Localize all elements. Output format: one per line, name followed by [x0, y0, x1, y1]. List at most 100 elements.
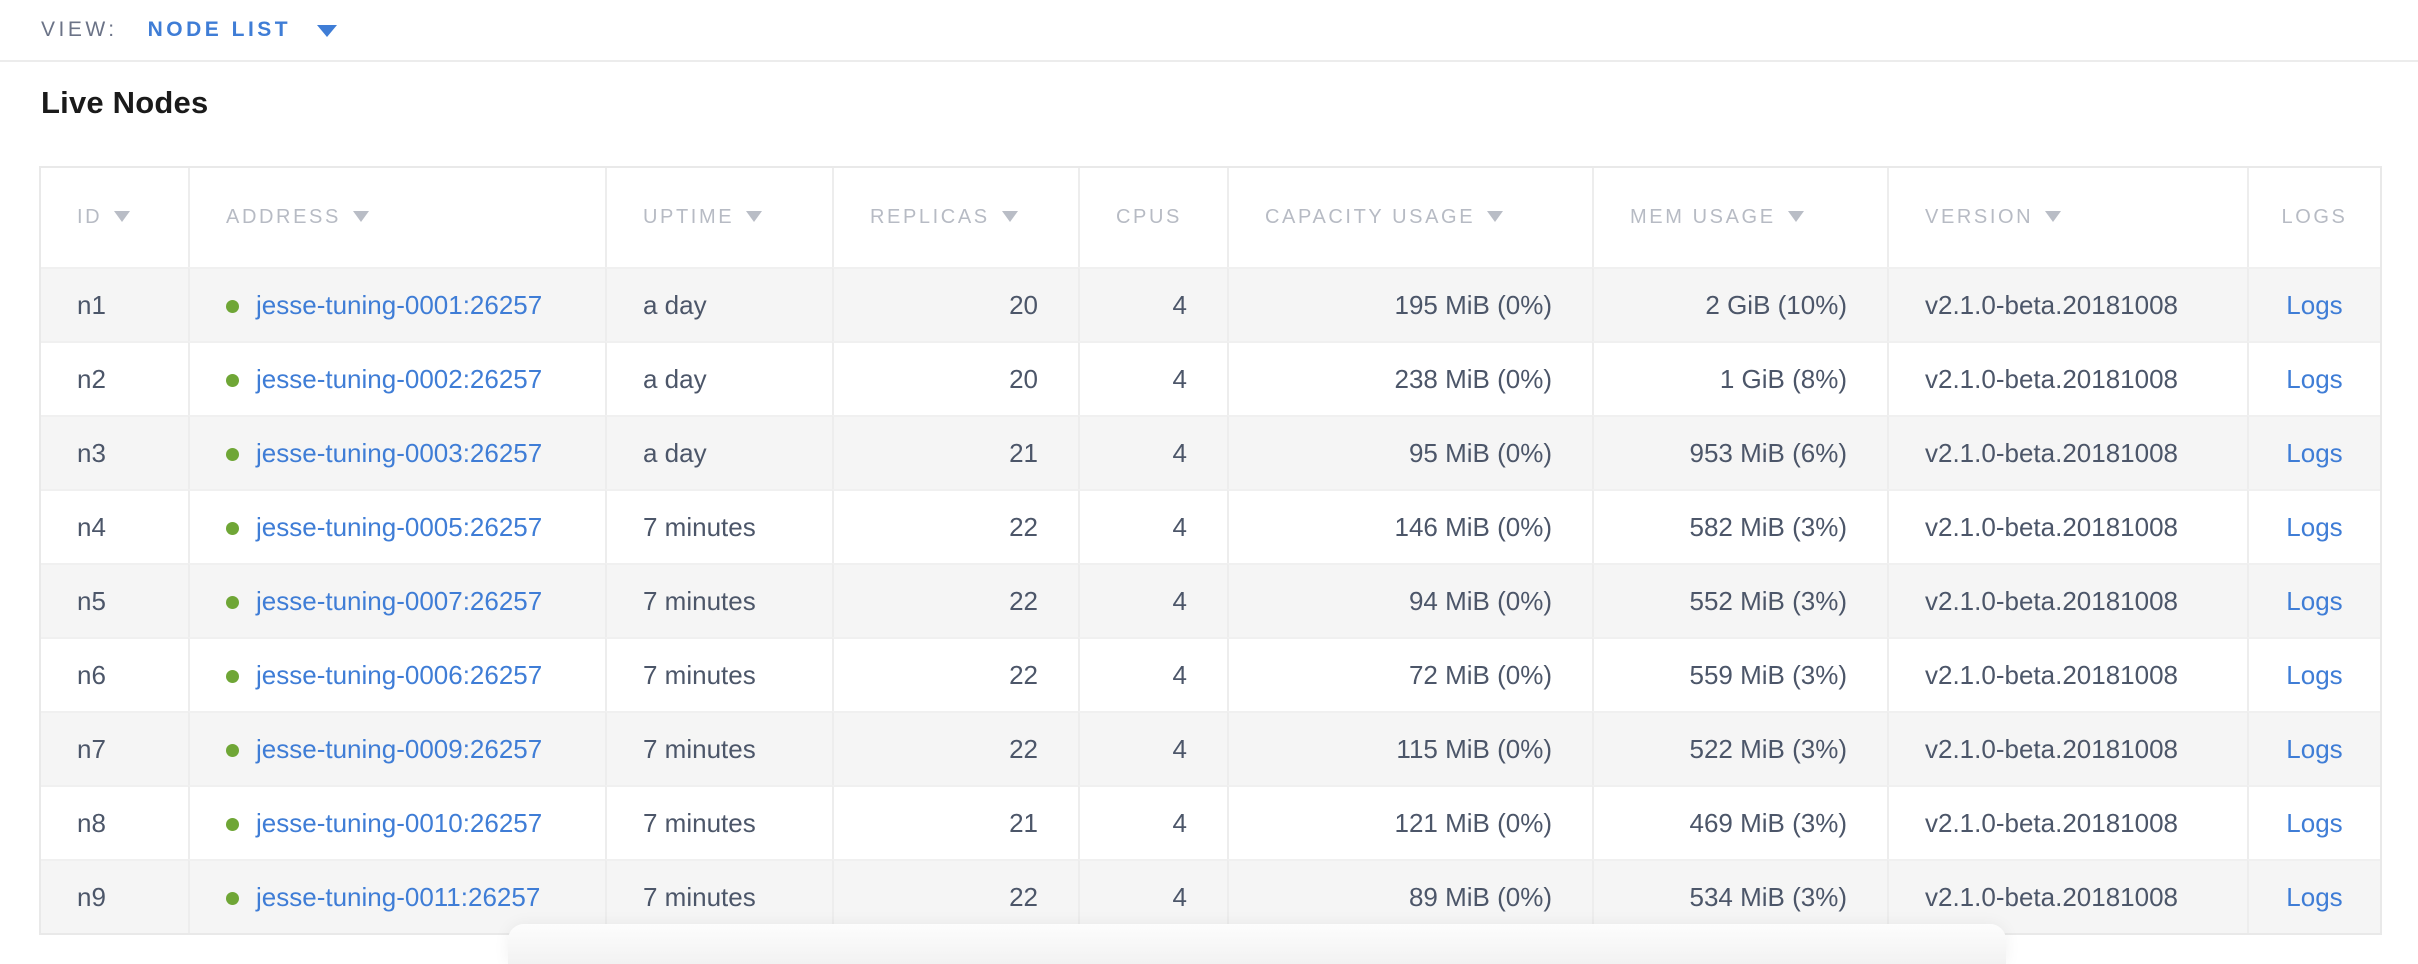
page-title: Live Nodes: [41, 85, 209, 120]
cell-capacity: 121 MiB (0%): [1227, 785, 1592, 859]
chevron-down-icon: [317, 25, 338, 37]
cell-version: v2.1.0-beta.20181008: [1887, 267, 2247, 341]
table-row: n4 jesse-tuning-0005:26257 7 minutes 22 4 146…: [41, 489, 2380, 563]
live-nodes-section: Live Nodes ID ADDRESS UPTIME REPLICAS CPUS CA…: [0, 84, 2418, 935]
node-address-link[interactable]: jesse-tuning-0002:26257: [256, 363, 543, 394]
sort-arrow-icon: [1487, 211, 1504, 222]
cell-replicas: 21: [832, 415, 1078, 489]
node-live-status-icon: [226, 299, 239, 313]
cell-address: jesse-tuning-0011:26257: [188, 859, 605, 933]
column-header-uptime[interactable]: UPTIME: [605, 168, 832, 267]
cell-uptime: a day: [605, 415, 832, 489]
sort-arrow-icon: [114, 211, 131, 222]
table-row: n6 jesse-tuning-0006:26257 7 minutes 22 4 72 …: [41, 637, 2380, 711]
column-header-replicas[interactable]: REPLICAS: [832, 168, 1078, 267]
cell-cpus: 4: [1078, 267, 1227, 341]
column-label: MEM USAGE: [1630, 206, 1776, 228]
cell-id: n1: [41, 267, 188, 341]
cell-uptime: 7 minutes: [605, 859, 832, 933]
table-row: n5 jesse-tuning-0007:26257 7 minutes 22 4 94 …: [41, 563, 2380, 637]
cell-version: v2.1.0-beta.20181008: [1887, 637, 2247, 711]
logs-link[interactable]: Logs: [2286, 585, 2343, 616]
cell-version: v2.1.0-beta.20181008: [1887, 341, 2247, 415]
logs-link[interactable]: Logs: [2286, 363, 2343, 394]
column-header-address[interactable]: ADDRESS: [188, 168, 605, 267]
cell-mem: 534 MiB (3%): [1592, 859, 1887, 933]
cell-replicas: 20: [832, 341, 1078, 415]
column-header-capacity[interactable]: CAPACITY USAGE: [1227, 168, 1592, 267]
cell-id: n7: [41, 711, 188, 785]
cell-capacity: 89 MiB (0%): [1227, 859, 1592, 933]
cell-mem: 582 MiB (3%): [1592, 489, 1887, 563]
column-label: ID: [77, 206, 103, 228]
next-section-card-edge: [508, 924, 2006, 964]
cell-id: n4: [41, 489, 188, 563]
logs-link[interactable]: Logs: [2286, 881, 2343, 912]
view-selector-bar: VIEW: NODE LIST: [0, 0, 2418, 62]
cell-id: n9: [41, 859, 188, 933]
cell-capacity: 195 MiB (0%): [1227, 267, 1592, 341]
logs-link[interactable]: Logs: [2286, 437, 2343, 468]
cell-mem: 469 MiB (3%): [1592, 785, 1887, 859]
node-address-link[interactable]: jesse-tuning-0005:26257: [256, 511, 543, 542]
cell-cpus: 4: [1078, 637, 1227, 711]
cell-address: jesse-tuning-0009:26257: [188, 711, 605, 785]
cell-uptime: 7 minutes: [605, 637, 832, 711]
logs-link[interactable]: Logs: [2286, 733, 2343, 764]
view-label: VIEW:: [41, 18, 118, 41]
cell-address: jesse-tuning-0006:26257: [188, 637, 605, 711]
node-address-link[interactable]: jesse-tuning-0001:26257: [256, 289, 543, 320]
column-label: REPLICAS: [870, 206, 990, 228]
sort-arrow-icon: [1787, 211, 1804, 222]
cell-cpus: 4: [1078, 415, 1227, 489]
node-address-link[interactable]: jesse-tuning-0010:26257: [256, 807, 543, 838]
node-address-link[interactable]: jesse-tuning-0006:26257: [256, 659, 543, 690]
column-header-id[interactable]: ID: [41, 168, 188, 267]
cell-logs: Logs: [2247, 415, 2380, 489]
cell-cpus: 4: [1078, 785, 1227, 859]
table-row: n3 jesse-tuning-0003:26257 a day 21 4 95 MiB …: [41, 415, 2380, 489]
sort-arrow-icon: [746, 211, 763, 222]
cell-logs: Logs: [2247, 267, 2380, 341]
cell-replicas: 22: [832, 489, 1078, 563]
column-header-version[interactable]: VERSION: [1887, 168, 2247, 267]
column-header-mem[interactable]: MEM USAGE: [1592, 168, 1887, 267]
table-header: ID ADDRESS UPTIME REPLICAS CPUS CAPACITY USAG…: [41, 168, 2380, 267]
cell-capacity: 94 MiB (0%): [1227, 563, 1592, 637]
cell-version: v2.1.0-beta.20181008: [1887, 563, 2247, 637]
node-address-link[interactable]: jesse-tuning-0003:26257: [256, 437, 543, 468]
view-dropdown-value: NODE LIST: [147, 18, 292, 41]
column-label: ADDRESS: [226, 206, 341, 228]
cell-logs: Logs: [2247, 859, 2380, 933]
cell-replicas: 22: [832, 711, 1078, 785]
cell-mem: 953 MiB (6%): [1592, 415, 1887, 489]
cell-version: v2.1.0-beta.20181008: [1887, 489, 2247, 563]
sort-arrow-icon: [352, 211, 369, 222]
node-address-link[interactable]: jesse-tuning-0009:26257: [256, 733, 543, 764]
cell-logs: Logs: [2247, 785, 2380, 859]
cell-address: jesse-tuning-0010:26257: [188, 785, 605, 859]
node-address-link[interactable]: jesse-tuning-0011:26257: [256, 881, 541, 912]
logs-link[interactable]: Logs: [2286, 289, 2343, 320]
column-label: UPTIME: [643, 206, 735, 228]
logs-link[interactable]: Logs: [2286, 511, 2343, 542]
node-live-status-icon: [226, 669, 239, 683]
cell-replicas: 22: [832, 637, 1078, 711]
table-body: n1 jesse-tuning-0001:26257 a day 20 4 195 MiB…: [41, 267, 2380, 933]
cell-replicas: 20: [832, 267, 1078, 341]
column-label: VERSION: [1925, 206, 2034, 228]
table-header-row: ID ADDRESS UPTIME REPLICAS CPUS CAPACITY USAG…: [41, 168, 2380, 267]
view-dropdown[interactable]: NODE LIST: [148, 18, 338, 42]
cell-uptime: 7 minutes: [605, 785, 832, 859]
node-address-link[interactable]: jesse-tuning-0007:26257: [256, 585, 543, 616]
cell-capacity: 146 MiB (0%): [1227, 489, 1592, 563]
cell-cpus: 4: [1078, 711, 1227, 785]
cell-id: n5: [41, 563, 188, 637]
cell-replicas: 22: [832, 859, 1078, 933]
sort-arrow-icon: [1001, 211, 1018, 222]
logs-link[interactable]: Logs: [2286, 659, 2343, 690]
table-row: n7 jesse-tuning-0009:26257 7 minutes 22 4 115…: [41, 711, 2380, 785]
logs-link[interactable]: Logs: [2286, 807, 2343, 838]
node-live-status-icon: [226, 891, 239, 905]
node-live-status-icon: [226, 743, 239, 757]
